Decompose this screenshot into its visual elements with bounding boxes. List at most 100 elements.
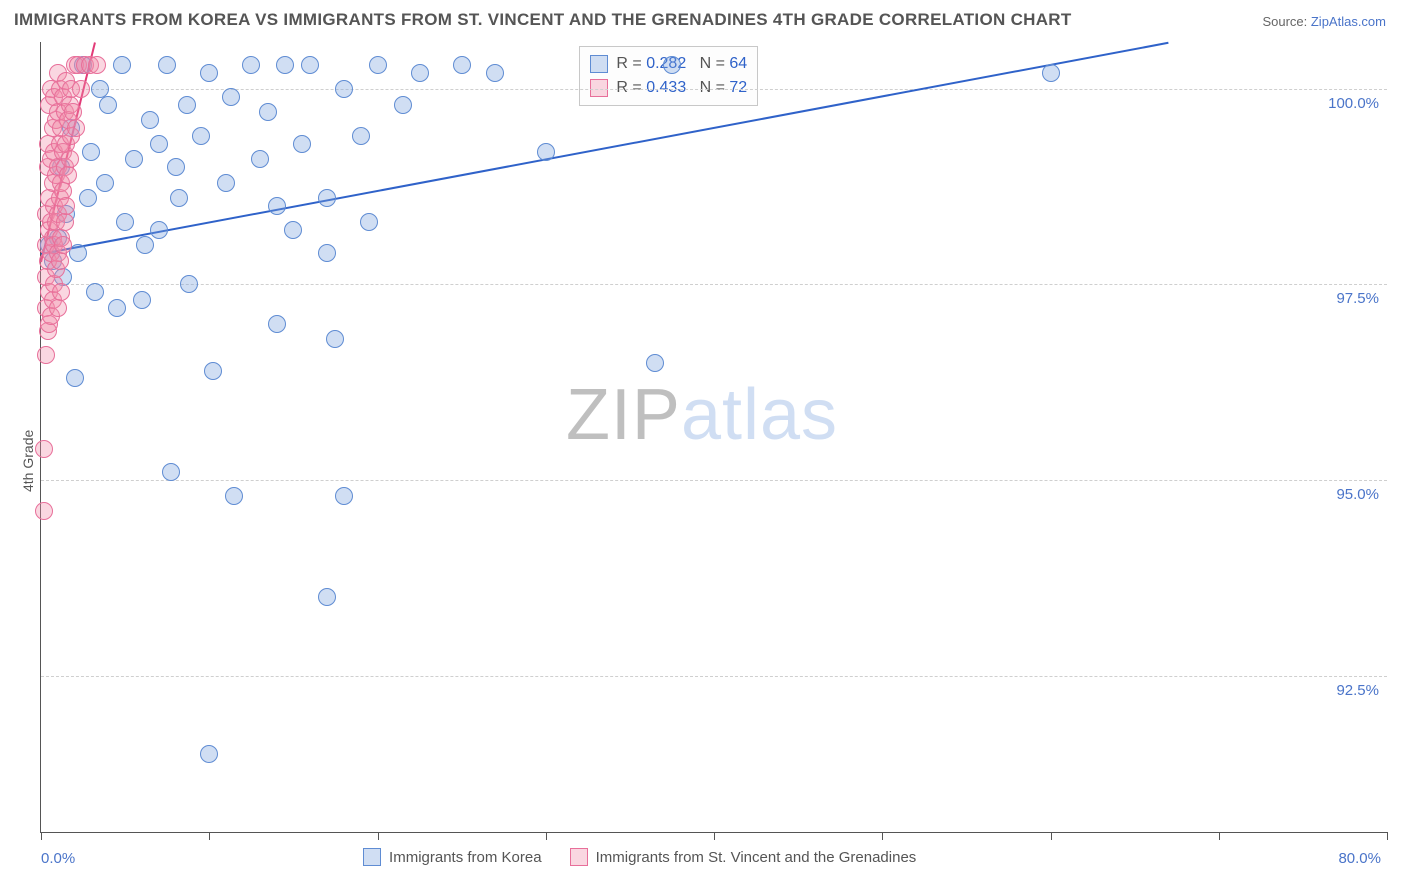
data-point-korea — [326, 330, 344, 348]
y-axis-label: 4th Grade — [20, 430, 36, 492]
correlation-legend: R = 0.282 N = 64R = 0.433 N = 72 — [579, 46, 758, 106]
data-point-korea — [178, 96, 196, 114]
x-tick-mark — [41, 832, 42, 840]
data-point-korea — [369, 56, 387, 74]
watermark: ZIPatlas — [566, 374, 838, 456]
data-point-korea — [99, 96, 117, 114]
x-tick-mark — [209, 832, 210, 840]
data-point-svg — [35, 440, 53, 458]
data-point-korea — [318, 244, 336, 262]
source-link[interactable]: ZipAtlas.com — [1311, 14, 1386, 29]
swatch-korea — [590, 55, 608, 73]
scatter-plot: ZIPatlas R = 0.282 N = 64R = 0.433 N = 7… — [40, 42, 1387, 833]
data-point-korea — [293, 135, 311, 153]
data-point-korea — [453, 56, 471, 74]
data-point-svg — [35, 502, 53, 520]
data-point-korea — [251, 150, 269, 168]
x-tick-mark — [1051, 832, 1052, 840]
data-point-korea — [268, 315, 286, 333]
data-point-korea — [537, 143, 555, 161]
data-point-korea — [162, 463, 180, 481]
data-point-korea — [116, 213, 134, 231]
data-point-korea — [167, 158, 185, 176]
data-point-korea — [150, 135, 168, 153]
data-point-svg — [61, 150, 79, 168]
source-label: Source: — [1262, 14, 1310, 29]
watermark-atlas: atlas — [681, 375, 838, 455]
data-point-korea — [66, 369, 84, 387]
x-tick-mark — [378, 832, 379, 840]
data-point-svg — [59, 166, 77, 184]
data-point-korea — [268, 197, 286, 215]
corr-text-korea: R = 0.282 N = 64 — [616, 55, 747, 73]
gridline — [41, 284, 1387, 285]
x-tick-label: 0.0% — [41, 850, 75, 867]
data-point-korea — [318, 588, 336, 606]
data-point-korea — [225, 487, 243, 505]
data-point-korea — [125, 150, 143, 168]
series-legend: Immigrants from Korea Immigrants from St.… — [363, 848, 916, 866]
data-point-svg — [72, 80, 90, 98]
data-point-korea — [335, 80, 353, 98]
data-point-korea — [284, 221, 302, 239]
gridline — [41, 676, 1387, 677]
data-point-korea — [646, 354, 664, 372]
source-attribution: Source: ZipAtlas.com — [1262, 14, 1386, 29]
data-point-korea — [200, 64, 218, 82]
data-point-svg — [52, 283, 70, 301]
data-point-korea — [335, 487, 353, 505]
data-point-korea — [301, 56, 319, 74]
x-tick-mark — [546, 832, 547, 840]
y-tick-label: 100.0% — [1328, 95, 1379, 112]
data-point-korea — [204, 362, 222, 380]
data-point-svg — [67, 119, 85, 137]
data-point-svg — [88, 56, 106, 74]
data-point-svg — [56, 213, 74, 231]
y-tick-label: 95.0% — [1336, 486, 1379, 503]
data-point-korea — [486, 64, 504, 82]
data-point-korea — [411, 64, 429, 82]
data-point-korea — [82, 143, 100, 161]
data-point-korea — [192, 127, 210, 145]
data-point-korea — [79, 189, 97, 207]
legend-item-korea: Immigrants from Korea — [363, 848, 542, 866]
data-point-korea — [1042, 64, 1060, 82]
x-tick-mark — [1387, 832, 1388, 840]
legend-label-korea: Immigrants from Korea — [389, 849, 542, 866]
data-point-korea — [276, 56, 294, 74]
gridline — [41, 480, 1387, 481]
watermark-zip: ZIP — [566, 375, 681, 455]
x-tick-mark — [714, 832, 715, 840]
data-point-korea — [141, 111, 159, 129]
chart-title: IMMIGRANTS FROM KOREA VS IMMIGRANTS FROM… — [14, 10, 1072, 30]
data-point-korea — [242, 56, 260, 74]
y-tick-label: 97.5% — [1336, 290, 1379, 307]
data-point-korea — [170, 189, 188, 207]
y-tick-label: 92.5% — [1336, 682, 1379, 699]
gridline — [41, 89, 1387, 90]
data-point-korea — [113, 56, 131, 74]
data-point-korea — [200, 745, 218, 763]
legend-swatch-svg — [570, 848, 588, 866]
data-point-korea — [318, 189, 336, 207]
data-point-korea — [394, 96, 412, 114]
legend-swatch-korea — [363, 848, 381, 866]
x-tick-mark — [1219, 832, 1220, 840]
data-point-svg — [51, 252, 69, 270]
data-point-korea — [108, 299, 126, 317]
data-point-korea — [96, 174, 114, 192]
data-point-korea — [180, 275, 198, 293]
legend-item-svg: Immigrants from St. Vincent and the Gren… — [570, 848, 917, 866]
data-point-korea — [222, 88, 240, 106]
legend-label-svg: Immigrants from St. Vincent and the Gren… — [596, 849, 917, 866]
x-tick-mark — [882, 832, 883, 840]
data-point-korea — [158, 56, 176, 74]
data-point-korea — [217, 174, 235, 192]
data-point-svg — [49, 299, 67, 317]
data-point-korea — [360, 213, 378, 231]
data-point-korea — [150, 221, 168, 239]
data-point-korea — [352, 127, 370, 145]
x-tick-label: 80.0% — [1338, 850, 1381, 867]
data-point-korea — [86, 283, 104, 301]
data-point-svg — [37, 346, 55, 364]
